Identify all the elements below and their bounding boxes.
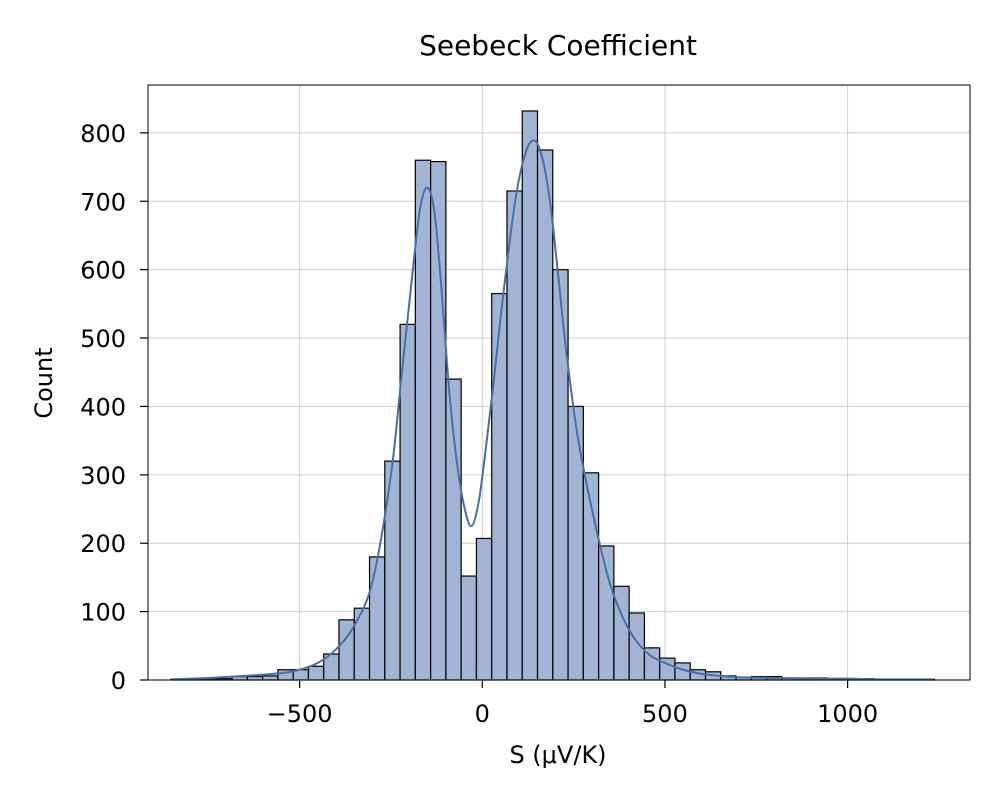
x-tick-label: 500 bbox=[642, 700, 688, 728]
y-tick-label: 100 bbox=[80, 599, 126, 627]
y-tick-label: 800 bbox=[80, 120, 126, 148]
histogram-bar bbox=[384, 460, 401, 681]
histogram-bar bbox=[491, 292, 508, 681]
y-axis-label: Count bbox=[30, 347, 58, 418]
kde-curve bbox=[171, 139, 934, 681]
y-tick-label: 200 bbox=[80, 530, 126, 558]
x-tick-label: 0 bbox=[475, 700, 490, 728]
chart-title: Seebeck Coefficient bbox=[419, 29, 697, 62]
histogram-bar bbox=[307, 665, 325, 681]
y-tick-label: 300 bbox=[80, 462, 126, 490]
histogram-bar bbox=[552, 269, 569, 681]
bar-layer bbox=[170, 110, 936, 681]
plot-frame bbox=[147, 84, 971, 681]
histogram-bar bbox=[399, 323, 416, 681]
x-tick-label: 1000 bbox=[817, 700, 878, 728]
y-tick-label: 0 bbox=[111, 667, 126, 695]
histogram-bar bbox=[475, 537, 493, 681]
histogram-bar bbox=[506, 190, 523, 681]
x-axis-label: S (μV/K) bbox=[509, 741, 606, 769]
x-tick-label: −500 bbox=[267, 700, 333, 728]
y-tick-label: 500 bbox=[80, 325, 126, 353]
histogram-bar bbox=[628, 612, 646, 681]
histogram-bar bbox=[414, 159, 432, 681]
tick-layer: −500 0 500 1000 0 100 200 300 400 500 600 700 800 bbox=[80, 120, 878, 728]
histogram-bar bbox=[246, 675, 264, 681]
histogram-bar bbox=[567, 405, 584, 681]
y-tick-label: 600 bbox=[80, 257, 126, 285]
y-tick-label: 700 bbox=[80, 188, 126, 216]
y-tick-label: 400 bbox=[80, 393, 126, 421]
histogram-bar bbox=[598, 545, 615, 681]
histogram-bar bbox=[368, 556, 386, 681]
histogram-bar bbox=[353, 607, 371, 681]
histogram-bar bbox=[445, 378, 462, 681]
histogram-bar bbox=[460, 575, 478, 681]
histogram-bar bbox=[262, 675, 279, 681]
histogram-bar bbox=[521, 110, 539, 681]
histogram-bar bbox=[536, 149, 554, 681]
